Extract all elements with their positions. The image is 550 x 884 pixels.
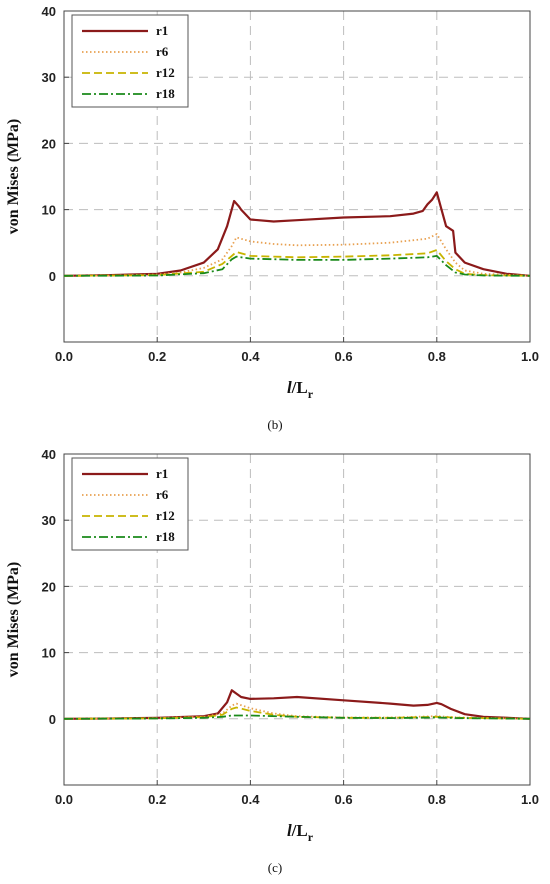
series-line-r1 <box>63 191 531 277</box>
legend-label-r18: r18 <box>156 529 175 544</box>
y-tick-label: 30 <box>42 70 56 85</box>
y-tick-label: 30 <box>42 513 56 528</box>
x-tick-label: 0.2 <box>148 349 166 364</box>
figure-caption: (c) <box>268 860 282 875</box>
legend-label-r12: r12 <box>156 508 175 523</box>
series-line-r18 <box>63 714 531 720</box>
y-tick-label: 20 <box>42 136 56 151</box>
x-tick-label: 0.8 <box>428 349 446 364</box>
y-tick-label: 10 <box>42 646 56 661</box>
x-tick-label: 0.4 <box>241 792 260 807</box>
x-tick-label: 0.6 <box>335 349 353 364</box>
y-tick-label: 10 <box>42 203 56 218</box>
x-tick-label: 0.4 <box>241 349 260 364</box>
x-tick-label: 0.2 <box>148 792 166 807</box>
plot-frame <box>63 453 531 786</box>
y-tick-label: 20 <box>42 579 56 594</box>
series-line-r6 <box>63 233 531 277</box>
chart-panel-c: 0.0 0.2 0.4 0.6 0.8 1.0 0 10 20 30 40 von Mises (MP… <box>5 447 539 875</box>
y-axis-label: von Mises (MPa) <box>5 119 22 235</box>
x-tick-label: 1.0 <box>521 349 539 364</box>
legend-label-r1: r1 <box>156 23 168 38</box>
series-line-r12 <box>63 249 531 277</box>
x-tick-label: 0.8 <box>428 792 446 807</box>
legend-label-r6: r6 <box>156 44 169 59</box>
x-axis-label: l/Lr <box>287 378 314 401</box>
series-line-r18 <box>63 254 531 277</box>
x-axis-label: l/Lr <box>287 821 314 844</box>
series-line-r1 <box>63 689 531 720</box>
chart-panel-b: 0.0 0.2 0.4 0.6 0.8 1.0 0 10 20 30 40 von Mises (MP… <box>5 4 539 432</box>
x-tick-label: 0.0 <box>55 792 73 807</box>
legend-label-r12: r12 <box>156 65 175 80</box>
y-tick-label: 40 <box>42 447 56 462</box>
plot-frame <box>63 10 531 343</box>
y-axis-label: von Mises (MPa) <box>5 562 22 678</box>
x-tick-label: 0.0 <box>55 349 73 364</box>
y-tick-label: 0 <box>49 269 56 284</box>
x-tick-label: 1.0 <box>521 792 539 807</box>
y-tick-label: 0 <box>49 712 56 727</box>
legend-label-r6: r6 <box>156 487 169 502</box>
legend-label-r1: r1 <box>156 466 168 481</box>
legend-label-r18: r18 <box>156 86 175 101</box>
x-tick-label: 0.6 <box>335 792 353 807</box>
y-tick-label: 40 <box>42 4 56 19</box>
figure-caption: (b) <box>267 417 282 432</box>
